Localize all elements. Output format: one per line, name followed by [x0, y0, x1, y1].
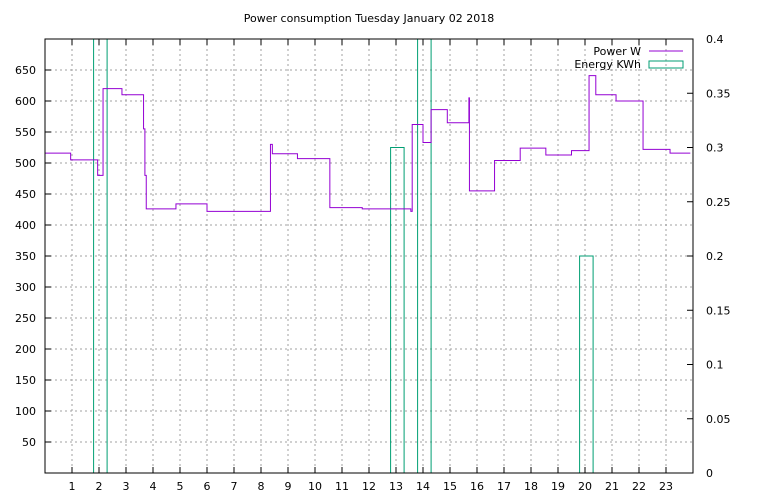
y-tick-label: 350 [15, 250, 36, 263]
y-tick-label: 200 [15, 343, 36, 356]
x-tick-label: 16 [470, 480, 484, 493]
x-tick-label: 10 [308, 480, 322, 493]
y2-tick-label: 0.1 [706, 359, 724, 372]
power-line [45, 75, 691, 212]
grid [45, 39, 693, 473]
x-tick-label: 12 [362, 480, 376, 493]
x-tick-label: 7 [231, 480, 238, 493]
x-tick-label: 8 [258, 480, 265, 493]
y2-tick-label: 0.15 [706, 304, 731, 317]
x-tick-label: 4 [150, 480, 157, 493]
x-tick-label: 2 [96, 480, 103, 493]
y-tick-label: 400 [15, 219, 36, 232]
x-tick-label: 15 [443, 480, 457, 493]
y-tick-label: 500 [15, 157, 36, 170]
energy-series [93, 38, 594, 473]
x-tick-label: 20 [578, 480, 592, 493]
y2-tick-label: 0.3 [706, 142, 724, 155]
y-tick-label: 100 [15, 405, 36, 418]
x-tick-label: 19 [551, 480, 565, 493]
y-tick-label: 450 [15, 188, 36, 201]
x-tick-label: 1 [69, 480, 76, 493]
legend-label-power: Power W [593, 45, 641, 58]
x-tick-label: 9 [285, 480, 292, 493]
x-tick-label: 6 [204, 480, 211, 493]
energy-bar [579, 255, 594, 473]
energy-bar [417, 38, 432, 473]
x-tick-label: 21 [605, 480, 619, 493]
y-tick-label: 650 [15, 64, 36, 77]
y-tick-label: 600 [15, 95, 36, 108]
y2-tick-label: 0.05 [706, 413, 731, 426]
y-tick-label: 300 [15, 281, 36, 294]
legend-label-energy: Energy KWh [574, 58, 641, 71]
y-tick-label: 550 [15, 126, 36, 139]
y2-tick-label: 0.35 [706, 87, 731, 100]
y2-tick-label: 0 [706, 467, 713, 480]
x-tick-label: 13 [389, 480, 403, 493]
x-tick-label: 3 [123, 480, 130, 493]
y2-tick-label: 0.4 [706, 33, 724, 46]
legend-swatch-energy [648, 60, 684, 69]
y-tick-label: 150 [15, 374, 36, 387]
x-tick-label: 23 [659, 480, 673, 493]
chart-title: Power consumption Tuesday January 02 201… [244, 12, 494, 25]
axes-ticks: 1 2 3 4 5 6 7 8 9 10 11 12 13 14 15 16 17 18 19 20 21 22 23501… [15, 33, 731, 493]
y-tick-label: 50 [22, 436, 36, 449]
energy-bar [390, 147, 405, 473]
x-tick-label: 11 [335, 480, 349, 493]
y-tick-label: 250 [15, 312, 36, 325]
legend: Power W Energy KWh [574, 45, 684, 71]
x-tick-label: 22 [632, 480, 646, 493]
power-series [45, 75, 691, 212]
x-tick-label: 17 [497, 480, 511, 493]
x-tick-label: 18 [524, 480, 538, 493]
y2-tick-label: 0.2 [706, 250, 724, 263]
x-tick-label: 5 [177, 480, 184, 493]
x-tick-label: 14 [416, 480, 430, 493]
y2-tick-label: 0.25 [706, 196, 731, 209]
